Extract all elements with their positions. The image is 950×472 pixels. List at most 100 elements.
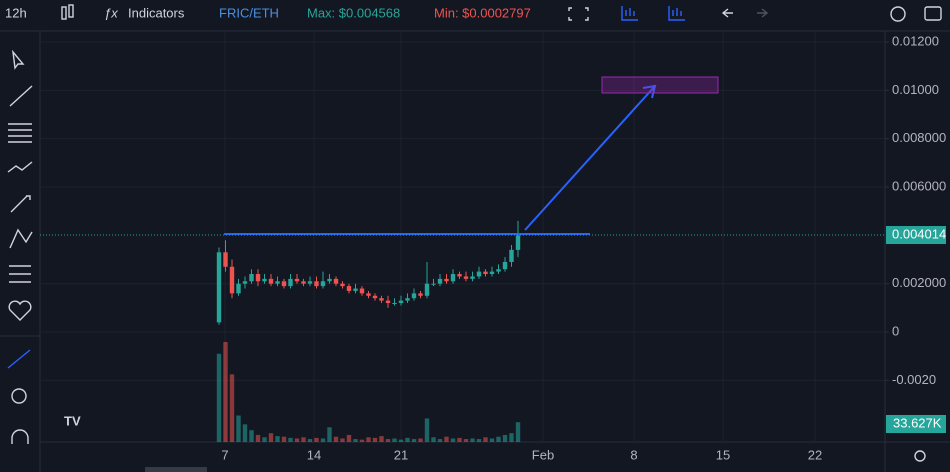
volume-bar [385,439,391,442]
volume-bar [463,439,469,442]
candle-body [216,252,222,323]
volume-bar [366,437,371,442]
volume-bar [255,434,261,442]
candle-body [392,303,397,305]
axis-settings-icon[interactable] [914,450,926,462]
candle-body [314,281,319,287]
volume-bar [476,439,482,442]
scrollbar[interactable] [145,467,207,472]
candle-body [463,276,469,279]
volume-bar [431,437,436,442]
candle-body [509,249,514,262]
undo-icon[interactable] [721,8,733,18]
candle-body [359,288,365,294]
last-price-badge [886,226,946,245]
indicators[interactable]: Indicators [128,5,185,20]
volume-bar [288,437,293,442]
candle-icon[interactable] [61,4,74,20]
settings-icon[interactable] [890,6,906,22]
volume-bar [372,437,378,442]
candle-body [372,295,378,299]
drawn-rectangle[interactable] [601,76,719,94]
candle-body [405,298,410,301]
candle-body [307,281,313,284]
candle-body [340,283,345,287]
candle-body [268,278,274,284]
volume-bar [359,439,365,442]
x-tick-label: 8 [630,447,637,462]
volume-bar [307,439,313,442]
candle-body [502,261,508,270]
candle-body [496,269,501,272]
volume-bar [236,415,241,442]
x-tick-label: Feb [532,447,554,462]
volume-bar [379,436,384,442]
y-tick-label: 0.008000 [892,130,946,145]
chart-type-icon[interactable] [621,6,638,21]
candle-body [242,281,248,284]
y-tick-label: -0.0020 [892,372,936,387]
volume-bar [450,438,456,442]
candle-body [281,281,287,287]
volume-bar [502,434,508,442]
candle-body [262,278,267,282]
candle-body [450,274,456,282]
max-price: Max: $0.004568 [307,5,400,20]
candle-body [255,274,261,282]
volume-bar [223,342,228,442]
candle-body [275,281,280,284]
volume-bar [353,439,358,442]
volume-bar [281,436,287,442]
candle-body [320,281,326,287]
volume-bar [515,422,521,442]
volume-bar [268,433,274,442]
candle-body [333,278,339,284]
candle-body [288,278,293,287]
candle-body [223,252,228,267]
candle-body [379,298,384,301]
volume-bar [437,439,443,442]
volume-bar [249,430,254,442]
candle-body [444,278,449,282]
volume-bar [340,438,345,442]
candle-body [236,283,241,294]
camera-icon[interactable] [924,6,942,21]
candle-body [249,274,254,282]
min-price: Min: $0.0002797 [434,5,531,20]
fx-icon[interactable]: ƒx [104,5,118,20]
drawing-tools[interactable] [7,49,33,444]
candle-body [346,286,352,291]
volume-bar [346,434,352,442]
volume-bar [398,439,404,442]
redo-icon[interactable] [757,8,769,18]
fullscreen-icon[interactable] [568,7,589,21]
volume-bar [314,437,319,442]
volume-bar [333,436,339,442]
interval[interactable]: 12h [5,5,27,20]
candle-body [418,293,423,296]
y-tick-label: 0.002000 [892,275,946,290]
volume-bar [327,427,332,442]
y-tick-label: 0.01200 [892,33,939,48]
candle-body [411,293,417,299]
drawn-arrow[interactable] [524,84,657,231]
chart-type-icon-2[interactable] [668,6,685,21]
symbol[interactable]: FRIC/ETH [219,5,279,20]
candle-body [515,235,521,250]
x-tick-label: 22 [808,447,822,462]
last-price-label: 0.004014 [892,226,946,241]
y-tick-label: 0 [892,323,899,338]
volume-bar [483,437,488,442]
volume-bar [320,438,326,442]
candle-body [483,271,488,275]
y-tick-label: 0.006000 [892,178,946,193]
volume-bar [405,437,410,442]
candle-body [327,278,332,282]
volume-bar [444,436,449,442]
volume-bar [496,436,501,442]
x-tick-label: 21 [394,447,408,462]
candle-body [366,293,371,296]
volume-bar [229,374,235,442]
candle-body [424,283,430,296]
volume-bar [294,438,300,442]
